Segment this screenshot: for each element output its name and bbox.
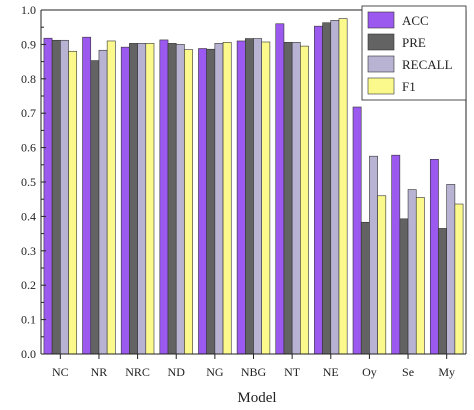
bar-recall-oy (369, 155, 378, 355)
x-axis: NC NR NRC ND NG NBG NT NE Oy Se My (41, 353, 466, 379)
bar-pre-ne (322, 22, 332, 355)
legend-swatch-f1 (367, 77, 395, 95)
bar-acc-nbg (236, 40, 246, 355)
bar-recall-nd (175, 44, 185, 355)
y-tick-label: 0.8 (21, 72, 36, 86)
x-tick-label-se: Se (402, 365, 414, 379)
y-tick-label: 0.5 (21, 175, 36, 189)
bar-pre-nbg (245, 38, 254, 355)
bar-recall-my (446, 184, 456, 355)
bar-recall-ng (214, 43, 224, 355)
bar-f1-ne (338, 18, 348, 355)
bar-recall-ne (330, 20, 340, 355)
x-tick-label-nt: NT (284, 365, 301, 379)
bar-f1-nt (300, 45, 309, 355)
legend-swatch-acc (367, 11, 395, 29)
legend: ACC PRE RECALL F1 (361, 5, 467, 101)
bar-recall-nbg (253, 38, 262, 355)
y-tick-label: 0.7 (21, 106, 36, 120)
bar-acc-ng (198, 48, 207, 355)
y-tick-label: 0.9 (21, 37, 36, 51)
bar-pre-nc (51, 39, 61, 355)
x-tick-label-my: My (438, 365, 455, 379)
bar-acc-nt (275, 23, 285, 355)
bar-acc-nc (43, 37, 53, 355)
bar-pre-oy (360, 221, 370, 355)
legend-label-f1: F1 (402, 79, 416, 94)
bar-f1-nrc (145, 43, 155, 355)
bar-acc-my (429, 159, 439, 355)
bar-recall-nr (98, 49, 108, 355)
legend-label-recall: RECALL (402, 57, 453, 72)
bar-f1-ng (222, 42, 232, 355)
bar-pre-nr (90, 60, 100, 355)
x-tick-label-nrc: NRC (125, 365, 150, 379)
bars-group (43, 18, 464, 355)
legend-label-acc: ACC (402, 13, 429, 28)
legend-swatch-pre (367, 33, 395, 51)
x-tick-label-nr: NR (91, 365, 108, 379)
bar-recall-se (407, 189, 417, 355)
bar-pre-nrc (129, 43, 138, 355)
y-tick-label: 0.1 (21, 313, 36, 327)
bar-f1-my (454, 203, 464, 355)
y-tick-label: 0.3 (21, 244, 36, 258)
bar-f1-nbg (261, 41, 271, 355)
bar-recall-nrc (137, 43, 147, 355)
x-tick-label-nc: NC (52, 365, 69, 379)
bar-f1-se (415, 197, 425, 355)
x-tick-label-nd: ND (168, 365, 186, 379)
bar-acc-nd (159, 39, 169, 355)
bar-acc-oy (352, 106, 362, 355)
bar-f1-nc (68, 50, 78, 355)
y-tick-label: 0.6 (21, 141, 36, 155)
legend-label-pre: PRE (402, 35, 426, 50)
y-tick-label: 1.0 (21, 3, 36, 17)
legend-swatch-recall (367, 55, 395, 73)
x-tick-label-nbg: NBG (241, 365, 267, 379)
bar-recall-nc (60, 39, 69, 355)
bar-f1-nr (106, 40, 116, 355)
bar-pre-ng (206, 48, 216, 355)
x-tick-label-ne: NE (323, 365, 339, 379)
bar-pre-se (399, 218, 409, 355)
bar-pre-my (438, 228, 447, 355)
bar-acc-nr (82, 36, 92, 355)
y-tick-label: 0.0 (21, 347, 36, 361)
bar-recall-nt (291, 42, 301, 355)
bar-f1-nd (184, 49, 193, 355)
bar-pre-nt (283, 42, 293, 355)
bar-acc-se (391, 154, 401, 355)
y-tick-label: 0.4 (21, 209, 36, 223)
bar-acc-ne (314, 25, 323, 355)
y-tick-label: 0.2 (21, 278, 36, 292)
x-tick-label-oy: Oy (362, 365, 377, 379)
x-tick-label-ng: NG (206, 365, 224, 379)
bar-f1-oy (377, 195, 387, 355)
bar-acc-nrc (120, 46, 130, 355)
bar-pre-nd (167, 43, 177, 355)
x-axis-title: Model (237, 390, 276, 406)
